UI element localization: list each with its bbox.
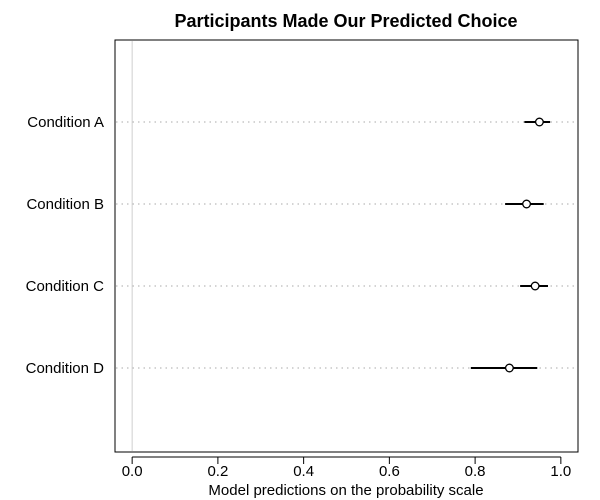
point-estimate: [504, 363, 514, 373]
point-estimate: [534, 117, 544, 127]
x-axis-label: Model predictions on the probability sca…: [208, 482, 483, 499]
category-label: Condition A: [27, 114, 104, 131]
x-tick-labels: 0.0 0.2 0.4 0.6 0.8 1.0: [122, 463, 572, 480]
category-label: Condition B: [26, 196, 104, 213]
interval-lines: [470, 121, 551, 369]
x-axis: 0.0 0.2 0.4 0.6 0.8 1.0: [122, 456, 572, 480]
point-estimates: [504, 117, 544, 373]
chart-title: Participants Made Our Predicted Choice: [174, 11, 517, 31]
x-tick-label: 0.2: [207, 463, 228, 480]
category-label: Condition C: [26, 278, 105, 295]
point-estimate: [530, 281, 540, 291]
gridlines: [116, 121, 577, 369]
x-tick-label: 0.0: [122, 463, 143, 480]
x-tick-label: 1.0: [550, 463, 571, 480]
point-estimate: [522, 199, 532, 209]
category-labels: Condition A Condition B Condition C Conditi…: [26, 114, 105, 377]
plot-frame: [114, 39, 579, 453]
category-label: Condition D: [26, 360, 105, 377]
x-tick-label: 0.8: [465, 463, 486, 480]
x-tick-label: 0.4: [293, 463, 314, 480]
x-ticks: [131, 457, 562, 464]
x-tick-label: 0.6: [379, 463, 400, 480]
